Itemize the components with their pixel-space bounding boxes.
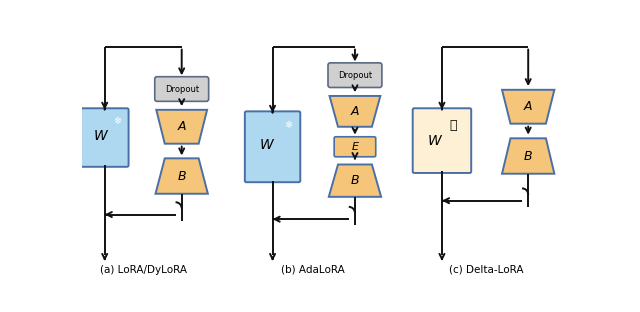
Polygon shape [330, 96, 380, 127]
Text: W: W [93, 129, 107, 143]
Text: A: A [177, 120, 186, 133]
Text: ❄: ❄ [284, 120, 292, 130]
Text: B: B [351, 174, 359, 187]
Text: W: W [260, 138, 273, 152]
Text: (b) AdaLoRA: (b) AdaLoRA [281, 265, 344, 275]
Text: (a) LoRA/DyLoRA: (a) LoRA/DyLoRA [100, 265, 187, 275]
Text: A: A [351, 105, 359, 118]
Text: B: B [524, 149, 532, 163]
FancyBboxPatch shape [81, 108, 129, 167]
Text: B: B [177, 169, 186, 183]
Polygon shape [502, 90, 554, 124]
FancyBboxPatch shape [413, 108, 471, 173]
Text: Dropout: Dropout [338, 71, 372, 80]
FancyBboxPatch shape [334, 137, 376, 157]
Polygon shape [502, 138, 554, 174]
Polygon shape [156, 158, 208, 194]
Text: E: E [351, 142, 358, 152]
Text: W: W [428, 134, 441, 148]
FancyBboxPatch shape [328, 63, 382, 87]
FancyBboxPatch shape [245, 111, 300, 182]
Text: A: A [524, 100, 532, 113]
Text: Dropout: Dropout [164, 85, 199, 94]
Text: ❄: ❄ [113, 116, 121, 126]
Text: (c) Delta-LoRA: (c) Delta-LoRA [449, 265, 523, 275]
Polygon shape [156, 110, 207, 144]
Text: 🔥: 🔥 [449, 119, 456, 132]
Polygon shape [329, 164, 381, 197]
FancyBboxPatch shape [155, 77, 209, 101]
